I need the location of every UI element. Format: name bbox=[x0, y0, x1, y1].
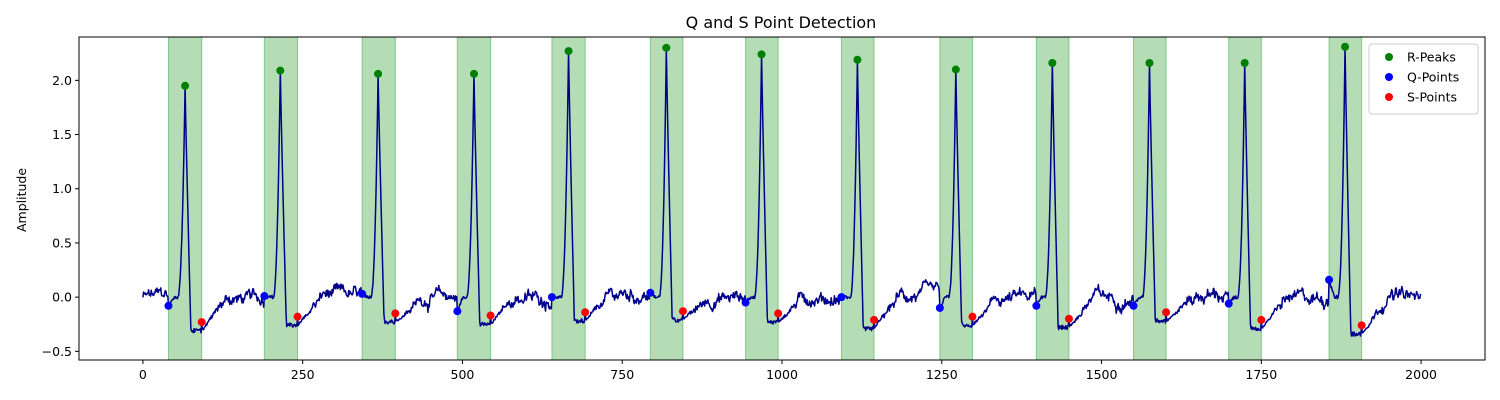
point-markers bbox=[164, 42, 1366, 330]
s-point-marker bbox=[1357, 321, 1366, 330]
s-point-marker bbox=[197, 318, 206, 327]
q-point-marker bbox=[935, 303, 944, 312]
r-peak-marker bbox=[1048, 59, 1057, 68]
axes: 0 250 500 750 1000 1250 1500 1750 2000 −0.5 0.0 0.5… bbox=[42, 36, 1486, 382]
q-point-marker bbox=[260, 292, 269, 301]
y-tick-label: 0.5 bbox=[52, 235, 72, 250]
legend-label: R-Peaks bbox=[1407, 50, 1456, 65]
x-tick-label: 750 bbox=[610, 367, 634, 382]
chart-title: Q and S Point Detection bbox=[686, 13, 877, 32]
q-point-marker bbox=[837, 293, 846, 302]
x-tick-label: 500 bbox=[451, 367, 475, 382]
q-point-marker bbox=[1129, 301, 1138, 310]
legend-box bbox=[1368, 43, 1479, 115]
s-point-marker bbox=[391, 309, 400, 318]
q-point-legend-swatch bbox=[1385, 73, 1393, 81]
x-tick-label: 1000 bbox=[766, 367, 798, 382]
y-tick-label: −0.5 bbox=[42, 344, 72, 359]
x-tick-label: 0 bbox=[139, 367, 147, 382]
r-peak-marker bbox=[1341, 42, 1350, 51]
x-tick-label: 1750 bbox=[1245, 367, 1277, 382]
r-peak-marker bbox=[564, 47, 573, 56]
q-point-marker bbox=[453, 307, 462, 316]
y-tick-label: 0.0 bbox=[52, 290, 72, 305]
s-point-marker bbox=[1162, 308, 1171, 317]
q-point-marker bbox=[547, 293, 556, 302]
y-tick-label: 2.0 bbox=[52, 73, 72, 88]
x-tick-label: 250 bbox=[291, 367, 315, 382]
y-tick-label: 1.0 bbox=[52, 181, 72, 196]
r-peak-marker bbox=[1240, 59, 1249, 68]
s-point-marker bbox=[581, 308, 590, 317]
r-peak-marker bbox=[853, 55, 862, 64]
s-point-marker bbox=[678, 307, 687, 316]
s-point-marker bbox=[1064, 314, 1073, 323]
q-point-marker bbox=[358, 289, 367, 298]
legend: R-Peaks Q-Points S-Points bbox=[1368, 43, 1479, 115]
r-peak-marker bbox=[1145, 59, 1154, 68]
s-point-marker bbox=[870, 315, 879, 324]
q-point-marker bbox=[1325, 275, 1334, 284]
signal-line bbox=[142, 46, 1422, 337]
ecg-signal bbox=[142, 46, 1422, 337]
s-point-legend-swatch bbox=[1385, 93, 1393, 101]
r-peak-marker bbox=[469, 69, 478, 78]
s-point-marker bbox=[486, 311, 495, 320]
s-point-marker bbox=[968, 312, 977, 321]
r-peak-marker bbox=[374, 69, 383, 78]
x-tick-label: 2000 bbox=[1405, 367, 1437, 382]
y-axis-label: Amplitude bbox=[14, 168, 29, 232]
qrs-span bbox=[456, 36, 492, 361]
r-peak-marker bbox=[757, 50, 766, 59]
q-point-marker bbox=[741, 298, 750, 307]
s-point-marker bbox=[774, 309, 783, 318]
y-tick-label: 1.5 bbox=[52, 127, 72, 142]
q-point-marker bbox=[1032, 301, 1041, 310]
q-point-marker bbox=[164, 301, 173, 310]
r-peak-marker bbox=[662, 43, 671, 52]
r-peak-legend-swatch bbox=[1385, 53, 1393, 61]
legend-label: S-Points bbox=[1407, 90, 1457, 105]
legend-label: Q-Points bbox=[1407, 70, 1459, 85]
x-tick-label: 1250 bbox=[926, 367, 958, 382]
q-point-marker bbox=[646, 288, 655, 297]
s-point-marker bbox=[293, 312, 302, 321]
r-peak-marker bbox=[276, 66, 285, 75]
r-peak-marker bbox=[181, 81, 190, 90]
q-point-marker bbox=[1224, 299, 1233, 308]
s-point-marker bbox=[1257, 315, 1266, 324]
x-tick-label: 1500 bbox=[1086, 367, 1118, 382]
r-peak-marker bbox=[951, 65, 960, 74]
